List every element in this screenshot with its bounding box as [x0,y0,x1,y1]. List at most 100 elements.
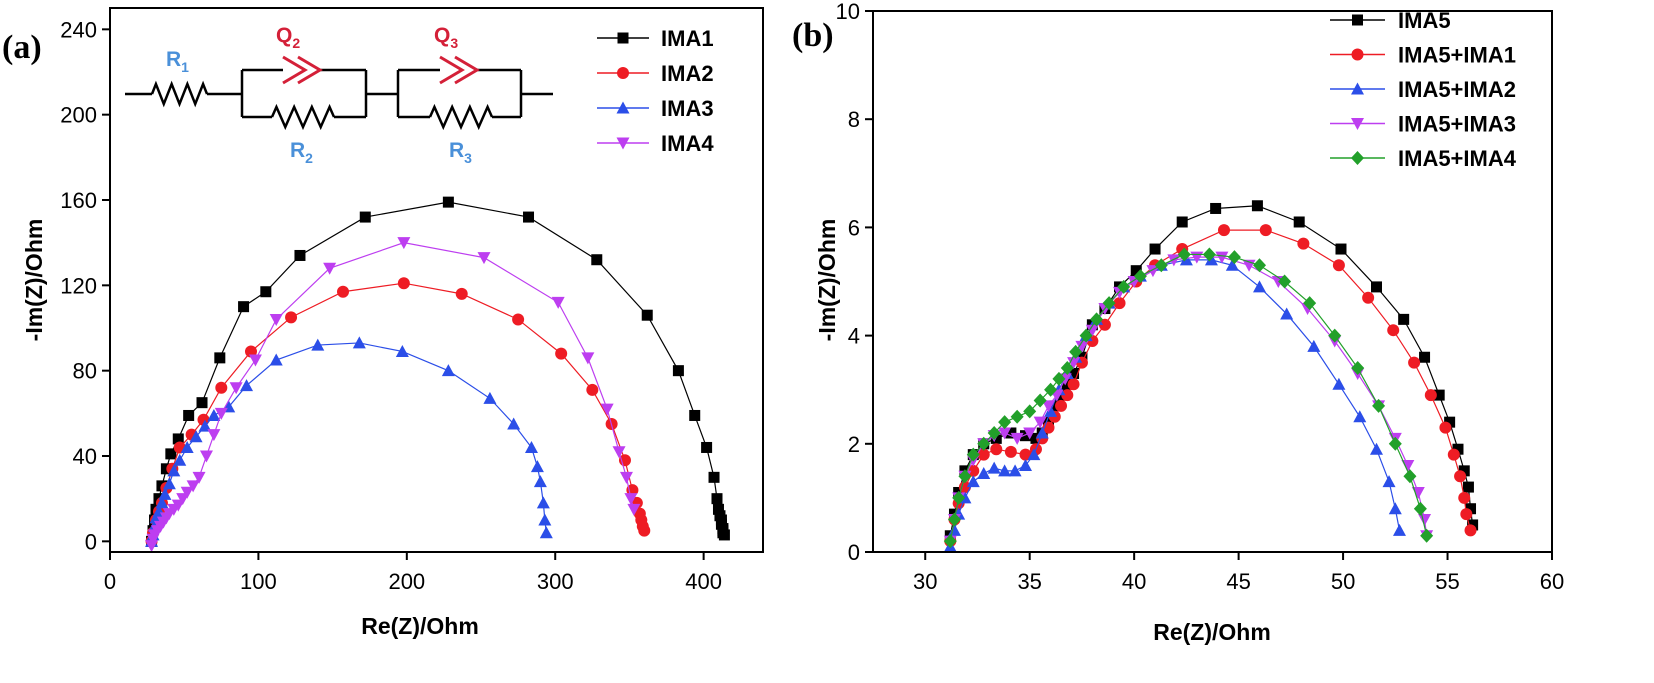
data-point-ima4 [551,296,565,309]
data-point-ima5 [1444,416,1456,428]
data-point-ima3 [158,487,172,500]
legend-marker-ima5 [1352,14,1363,26]
data-point-ima5-ima4 [1372,398,1386,413]
data-point-ima5-ima2 [947,523,961,536]
data-point-ima5-ima3 [1010,432,1024,445]
data-point-ima5 [1419,351,1431,363]
data-point-ima5-ima1 [1458,491,1471,504]
legend-label-ima5-ima2: IMA5+IMA2 [1398,77,1516,102]
data-point-ima1 [523,211,535,223]
data-point-ima3 [269,353,283,366]
legend-label-ima2: IMA2 [661,61,714,86]
data-point-ima5-ima3 [1023,427,1037,440]
data-point-ima5-ima1 [977,448,990,461]
x-tick-label: 30 [913,569,937,594]
data-point-ima3 [240,379,254,392]
data-point-ima2 [586,383,599,396]
data-point-ima5-ima1 [1408,356,1421,369]
data-point-ima5-ima3 [1167,254,1181,267]
data-point-ima5-ima4 [1420,528,1434,543]
x-tick-label: 100 [240,569,277,594]
data-point-ima5 [1465,503,1477,515]
data-point-ima4 [477,252,491,265]
data-point-ima1 [183,409,195,421]
data-point-ima5-ima3 [1033,416,1047,429]
data-point-ima2 [455,287,468,300]
data-point-ima5-ima3 [1067,357,1081,370]
data-point-ima5 [1130,265,1142,277]
panel-a: (a) R1 Q2 R2 Q3 R3 0 100 200 300 400 0 40 80 120 160 2… [2,7,764,639]
data-point-ima5-ima4 [1010,409,1024,424]
data-point-ima5-ima2 [1307,339,1321,352]
x-tick-label: 300 [537,569,574,594]
y-axis-title-b: -Im(Z)/Ohm [814,219,840,342]
data-point-ima4 [624,493,638,506]
data-point-ima5-ima2 [998,464,1012,477]
data-point-ima4 [619,471,633,484]
x-tick-label: 35 [1017,569,1041,594]
legend-marker-ima1 [617,32,629,44]
data-point-ima3 [207,408,221,421]
circuit-wire [396,68,523,119]
data-point-ima5-ima4 [1154,258,1168,273]
legend-marker-ima5-ima3 [1351,118,1364,130]
data-point-ima5 [990,432,1002,444]
data-point-ima5-ima4 [1079,328,1093,343]
data-point-ima1 [359,211,371,223]
y-tick-label: 0 [85,529,97,554]
data-point-ima5-ima4 [1388,436,1402,451]
data-point-ima3 [395,344,409,357]
data-point-ima3 [311,338,325,351]
legend-marker-ima5-ima4 [1351,151,1364,165]
y-tick-label: 160 [60,188,97,213]
data-point-ima5-ima1 [1055,399,1068,412]
data-point-ima5-ima4 [1133,269,1147,284]
data-point-ima5-ima1 [1098,318,1111,331]
data-point-ima5-ima4 [1052,371,1066,386]
data-point-ima5-ima4 [966,447,980,462]
x-tick-label: 200 [388,569,425,594]
equivalent-circuit-diagram: R1 Q2 R2 Q3 R3 [125,24,553,166]
data-point-ima5-ima2 [987,461,1001,474]
data-point-ima5 [1020,430,1032,442]
data-point-ima4 [627,503,641,516]
data-point-ima4 [269,313,283,326]
data-point-ima5-ima4 [1413,501,1427,516]
data-point-ima5-ima4 [1303,296,1317,311]
y-tick-label: 0 [848,540,860,565]
x-axis-title-b: Re(Z)/Ohm [1153,619,1271,645]
data-point-ima5 [1149,243,1161,255]
data-point-ima3 [530,460,544,473]
cpe-q3-icon [439,55,480,85]
legend-marker-ima5-ima1 [1351,48,1364,61]
data-point-ima5 [1433,389,1445,401]
data-point-ima5-ima2 [1392,523,1406,536]
y-tick-label: 120 [60,273,97,298]
data-point-ima4 [192,471,206,484]
series-ima4 [145,237,641,553]
series-ima5-ima2 [943,253,1406,553]
data-point-ima5-ima4 [987,425,1001,440]
data-point-ima4 [600,403,614,416]
y-tick-label: 80 [73,359,97,384]
cpe-q2-icon [282,55,323,85]
legend-label-ima1: IMA1 [661,26,714,51]
data-point-ima1 [196,397,208,409]
data-point-ima5-ima2 [977,467,991,480]
data-point-ima4 [214,407,228,420]
data-point-ima1 [294,249,306,261]
series-ima5-ima3 [943,251,1434,548]
data-point-ima5-ima2 [1332,377,1346,390]
data-point-ima4 [186,480,200,493]
series-ima5-ima4 [943,247,1434,549]
plot-a-legend: IMA1 IMA2 IMA3 IMA4 [597,26,714,156]
data-point-ima5-ima4 [1023,404,1037,419]
data-point-ima2 [512,313,525,326]
data-point-ima1 [701,441,713,453]
data-point-ima5-ima2 [1019,458,1033,471]
data-point-ima5-ima2 [1008,464,1022,477]
data-point-ima4 [207,429,221,442]
data-point-ima5-ima2 [1225,258,1239,271]
